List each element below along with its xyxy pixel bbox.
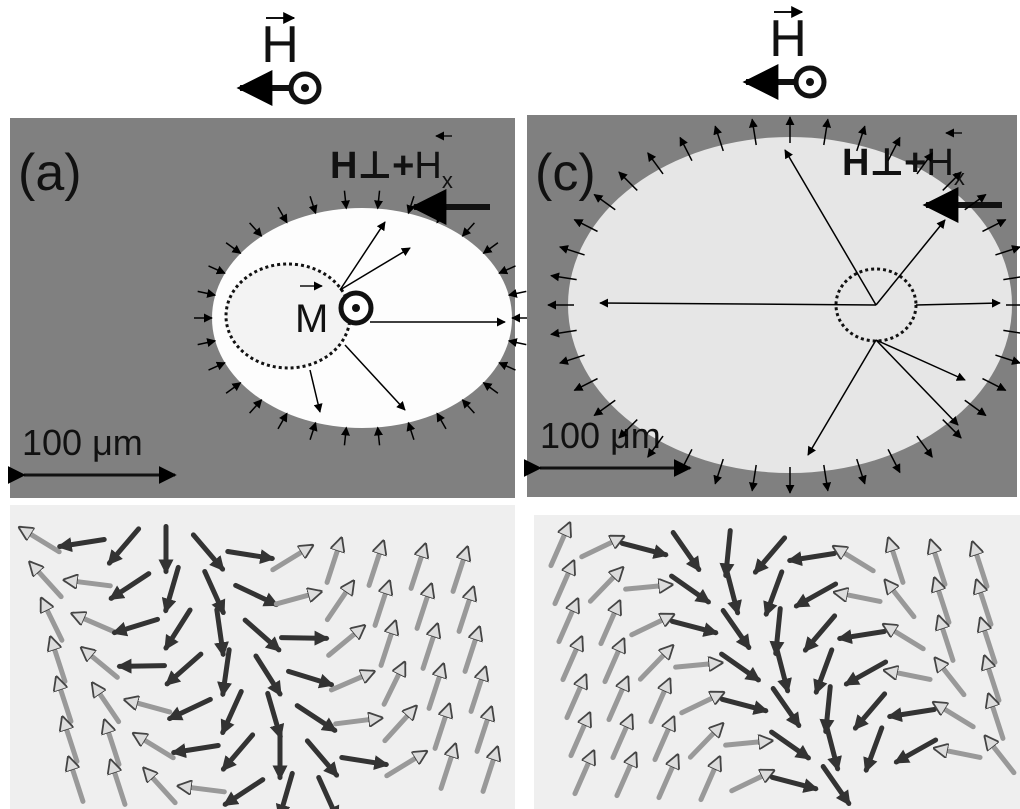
field-h: H bbox=[926, 142, 953, 184]
simulation-background bbox=[10, 505, 515, 809]
panel-label: (a) bbox=[18, 144, 82, 202]
field-label: H⊥+Hx bbox=[842, 142, 965, 190]
field-symbol: H bbox=[261, 16, 299, 74]
scale-label: 100 μm bbox=[22, 422, 143, 463]
panel-label: (c) bbox=[535, 144, 596, 202]
simulation-background bbox=[534, 515, 1020, 809]
panel-a: (a) H⊥+Hx M 100 μm bbox=[10, 118, 530, 498]
field-label: H⊥+Hx bbox=[330, 145, 453, 193]
field-symbol-a: H bbox=[240, 16, 319, 102]
moment-label: M bbox=[295, 297, 328, 341]
field-main: H⊥+ bbox=[842, 142, 926, 184]
spin-vector bbox=[282, 638, 327, 639]
field-symbol-c: H bbox=[746, 10, 824, 96]
out-of-plane-dot bbox=[806, 78, 814, 86]
panel-c: (c) H⊥+Hx 100 μm bbox=[527, 115, 1020, 497]
field-sub: x bbox=[442, 168, 453, 193]
figure: H H (a) H⊥+Hx M 100 μm (c) H⊥+Hx bbox=[0, 0, 1020, 809]
moment-dot bbox=[352, 304, 360, 312]
field-main: H⊥+ bbox=[330, 145, 414, 187]
scale-label: 100 μm bbox=[540, 415, 661, 456]
field-symbol: H bbox=[769, 10, 807, 68]
field-h: H bbox=[414, 145, 441, 187]
spin-vector bbox=[120, 666, 165, 667]
initial-domain bbox=[226, 264, 350, 368]
out-of-plane-dot bbox=[301, 84, 309, 92]
